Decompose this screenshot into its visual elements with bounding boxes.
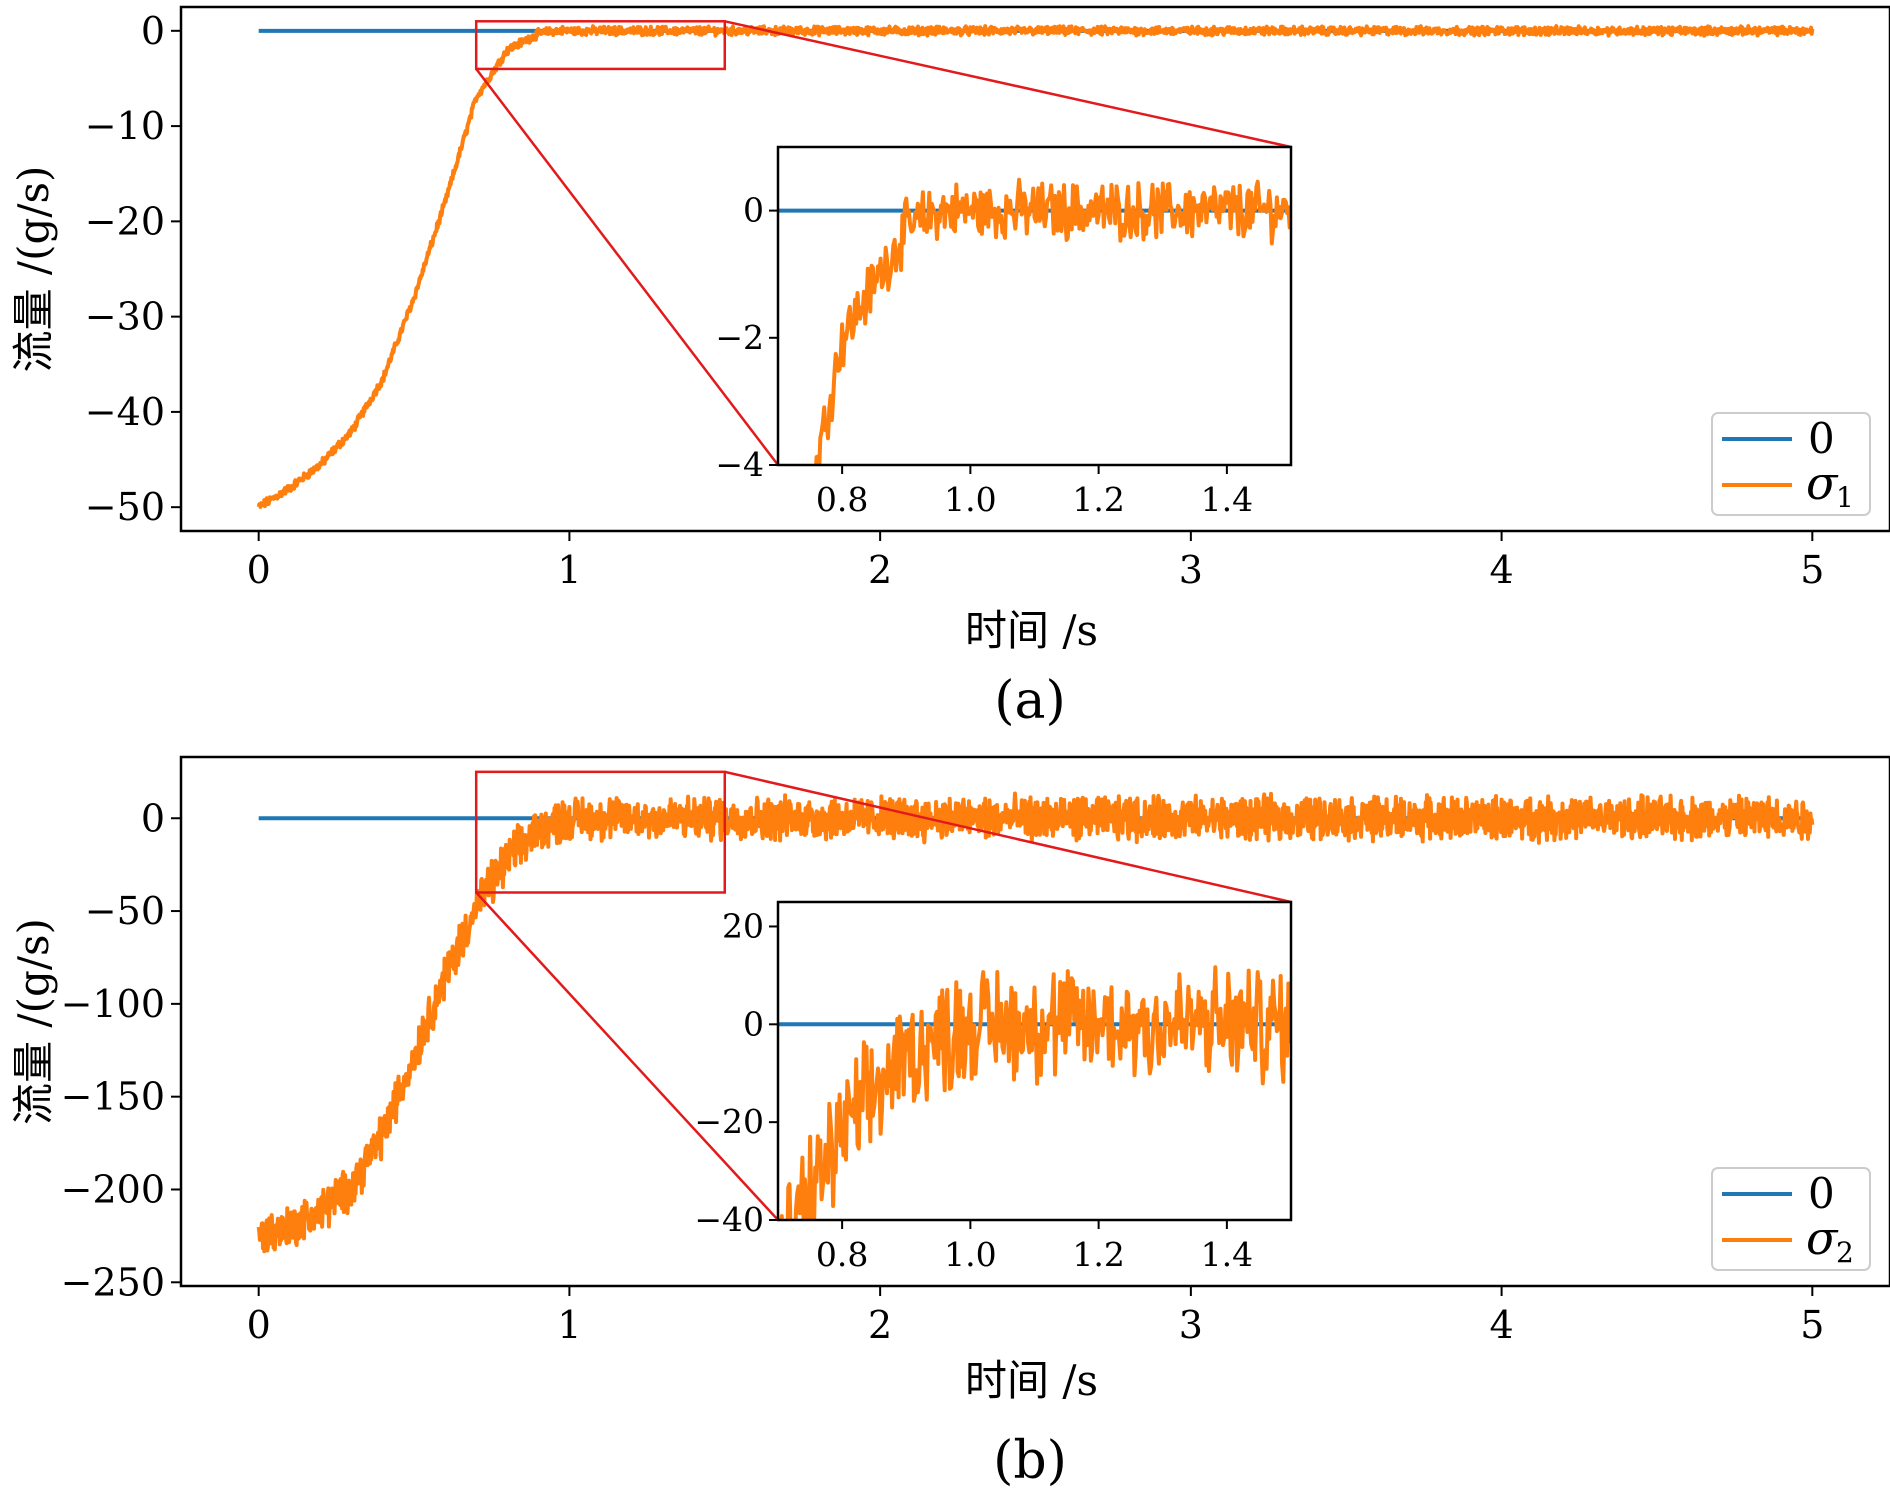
inset-x-tick-label: 1.4 <box>1201 1235 1253 1274</box>
y-tick-label: −50 <box>85 485 165 529</box>
legend: 0σ1 <box>1711 412 1871 516</box>
inset-plot-area <box>778 177 1291 465</box>
zoom-connector <box>724 20 1292 149</box>
inset-y-tick-label: −4 <box>715 445 764 484</box>
x-tick-label: 3 <box>1179 548 1203 592</box>
zoom-connector <box>475 891 779 1221</box>
x-tick-label: 5 <box>1800 1303 1824 1347</box>
y-tick-label: 0 <box>141 9 165 53</box>
inset-frame <box>776 145 1293 467</box>
inset-y-tick-label: −40 <box>694 1200 764 1239</box>
inset-y-tick-label: 20 <box>722 906 764 945</box>
y-axis-title: 流量 /(g/s) <box>9 918 58 1125</box>
legend-label-reference: 0 <box>1808 1169 1835 1218</box>
inset-y-tick-label: −20 <box>694 1102 764 1141</box>
zoom-connector <box>724 770 1292 904</box>
inset-x-tick-label: 1.0 <box>944 1235 996 1274</box>
legend-label-subscript: 1 <box>1836 481 1854 514</box>
legend-label-subscript: 2 <box>1836 1236 1854 1269</box>
y-tick-label: −100 <box>61 982 165 1026</box>
plot-area <box>256 791 1815 1254</box>
series-signal-line <box>256 24 1815 509</box>
x-tick-label: 4 <box>1489 548 1513 592</box>
y-tick-label: −40 <box>85 390 165 434</box>
inset-y-tick-label: 0 <box>743 1004 764 1043</box>
inset-x-tick-label: 1.2 <box>1072 1235 1124 1274</box>
y-tick-label: −20 <box>85 199 165 243</box>
x-axis-title: 时间 /s <box>965 606 1098 655</box>
y-tick-label: −250 <box>61 1260 165 1304</box>
inset-x-tick-label: 0.8 <box>816 480 868 519</box>
x-tick-label: 0 <box>247 548 271 592</box>
inset-y-tick-label: −2 <box>715 318 764 357</box>
axes-frame <box>179 5 1890 533</box>
inset-x-tick-label: 0.8 <box>816 1235 868 1274</box>
y-tick-label: −200 <box>61 1167 165 1211</box>
plot-area <box>256 24 1815 509</box>
series-signal-line <box>256 791 1815 1254</box>
inset-frame <box>776 900 1293 1222</box>
y-tick-label: −50 <box>85 889 165 933</box>
x-tick-label: 4 <box>1489 1303 1513 1347</box>
zoom-box <box>474 770 727 894</box>
x-tick-label: 5 <box>1800 548 1824 592</box>
panel-caption: (b) <box>993 1431 1067 1491</box>
inset-signal-line <box>814 177 1291 465</box>
legend-label-reference: 0 <box>1808 414 1835 463</box>
x-tick-label: 2 <box>868 1303 892 1347</box>
zoom-box <box>474 20 727 71</box>
x-tick-label: 1 <box>557 1303 581 1347</box>
legend-label-signal: σ <box>1806 1211 1839 1265</box>
x-tick-label: 2 <box>868 548 892 592</box>
axes-frame <box>179 755 1890 1288</box>
inset-plot-area <box>778 965 1291 1220</box>
x-tick-label: 0 <box>247 1303 271 1347</box>
x-axis-title: 时间 /s <box>965 1356 1098 1405</box>
inset-signal-line <box>779 965 1291 1220</box>
inset-y-tick-label: 0 <box>743 191 764 230</box>
y-tick-label: −150 <box>61 1075 165 1119</box>
y-tick-label: 0 <box>141 796 165 840</box>
y-tick-label: −30 <box>85 295 165 339</box>
y-tick-label: −10 <box>85 104 165 148</box>
y-axis-title: 流量 /(g/s) <box>9 166 58 373</box>
inset-x-tick-label: 1.2 <box>1072 480 1124 519</box>
x-tick-label: 3 <box>1179 1303 1203 1347</box>
legend: 0σ2 <box>1711 1167 1871 1271</box>
inset-x-tick-label: 1.0 <box>944 480 996 519</box>
zoom-connector <box>475 68 779 466</box>
inset-x-tick-label: 1.4 <box>1201 480 1253 519</box>
panel-caption: (a) <box>994 671 1066 731</box>
x-tick-label: 1 <box>557 548 581 592</box>
legend-label-signal: σ <box>1806 456 1839 510</box>
